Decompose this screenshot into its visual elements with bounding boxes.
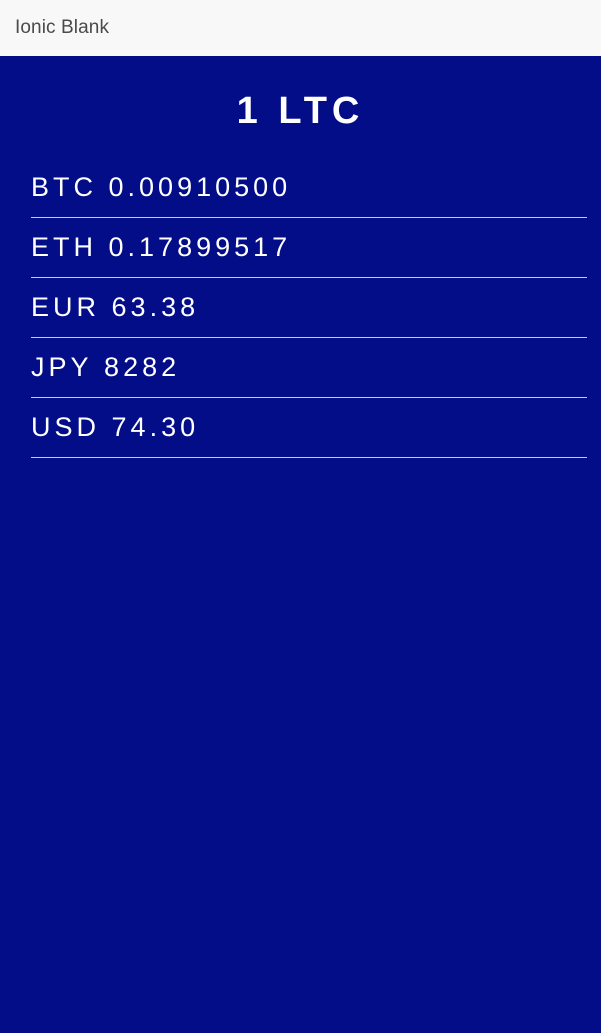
currency-code: ETH xyxy=(31,232,97,262)
main-content: 1 LTC BTC 0.00910500 ETH 0.17899517 EUR … xyxy=(0,56,601,1033)
rate-row-eth[interactable]: ETH 0.17899517 xyxy=(31,218,587,278)
app-toolbar: Ionic Blank xyxy=(0,0,601,56)
currency-code: USD xyxy=(31,412,101,442)
rate-row-eur[interactable]: EUR 63.38 xyxy=(31,278,587,338)
currency-value: 0.17899517 xyxy=(108,232,292,262)
rate-row-usd[interactable]: USD 74.30 xyxy=(31,398,587,458)
toolbar-title: Ionic Blank xyxy=(15,17,110,38)
rate-row-btc[interactable]: BTC 0.00910500 xyxy=(31,158,587,218)
page-heading: 1 LTC xyxy=(236,90,365,132)
currency-value: 63.38 xyxy=(111,292,200,322)
currency-code: BTC xyxy=(31,172,97,202)
currency-code: JPY xyxy=(31,352,93,382)
currency-value: 74.30 xyxy=(111,412,200,442)
currency-value: 0.00910500 xyxy=(108,172,292,202)
currency-value: 8282 xyxy=(104,352,181,382)
currency-code: EUR xyxy=(31,292,101,322)
rate-list: BTC 0.00910500 ETH 0.17899517 EUR 63.38 … xyxy=(31,158,587,458)
rate-row-jpy[interactable]: JPY 8282 xyxy=(31,338,587,398)
